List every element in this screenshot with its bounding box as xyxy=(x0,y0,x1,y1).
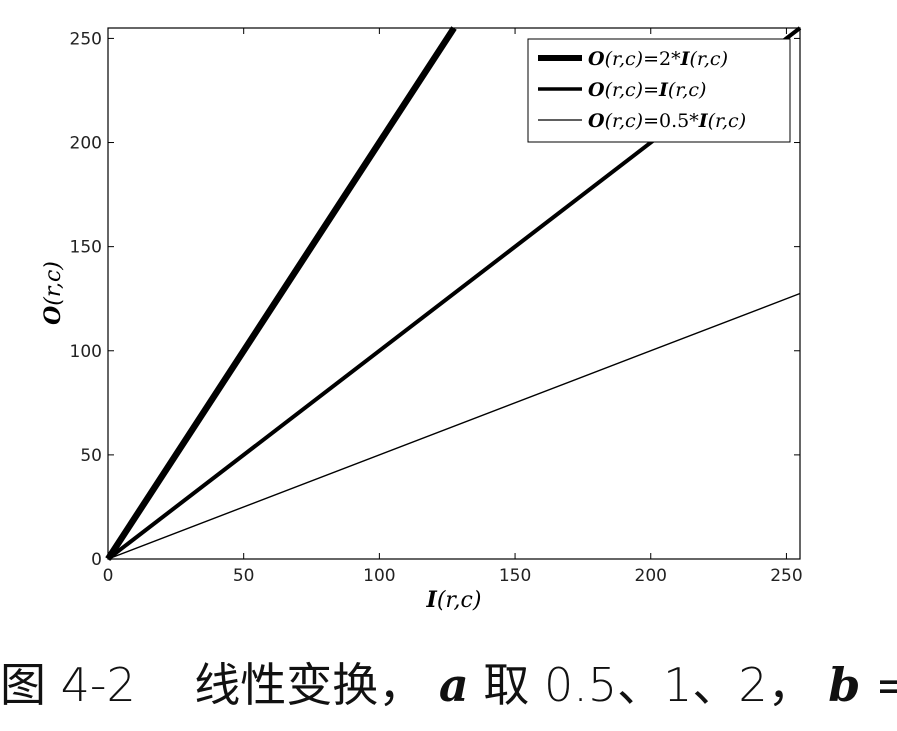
series-line-1 xyxy=(105,26,457,561)
chart: 0 50 100 150 200 250 0 50 100 150 200 250 I(r,c) O(… xyxy=(40,26,803,613)
x-axis-label: I(r,c) xyxy=(426,587,482,613)
legend-label-series-2: O(r,c)=I(r,c) xyxy=(588,79,706,101)
x-tick-label: 250 xyxy=(770,566,802,586)
x-tick-label: 0 xyxy=(103,566,114,586)
y-tick-label: 50 xyxy=(80,446,102,466)
x-tick-label: 50 xyxy=(233,566,255,586)
caption-figure-number: 图 4-2 xyxy=(0,658,136,712)
axis-ticks: 0 50 100 150 200 250 0 50 100 150 200 250 xyxy=(70,28,803,586)
caption-take: 取 xyxy=(483,658,530,712)
y-tick-label: 250 xyxy=(70,29,102,49)
caption-values: 0.5、1、2， xyxy=(543,658,814,712)
series-line-3 xyxy=(107,292,801,560)
plot-frame xyxy=(107,27,801,560)
y-tick-label: 0 xyxy=(91,550,102,570)
caption-text: 线性变换， xyxy=(194,658,425,712)
y-tick-label: 100 xyxy=(70,342,102,362)
caption-a: a xyxy=(438,658,469,712)
y-tick-label: 150 xyxy=(70,238,102,258)
x-tick-label: 150 xyxy=(499,566,531,586)
caption-equals: = 0 xyxy=(875,658,897,712)
x-tick-label: 100 xyxy=(363,566,395,586)
caption-b: b xyxy=(828,658,861,712)
y-axis-label: O(r,c) xyxy=(40,261,66,325)
figure-caption: 图 4-2 线性变换， a 取 0.5、1、2， b = 0 xyxy=(0,645,897,725)
legend-label-series-1: O(r,c)=2*I(r,c) xyxy=(588,48,728,70)
legend-label-series-3: O(r,c)=0.5*I(r,c) xyxy=(588,110,746,132)
y-tick-label: 200 xyxy=(70,134,102,154)
x-tick-label: 200 xyxy=(635,566,667,586)
legend: O(r,c)=2*I(r,c) O(r,c)=I(r,c) O(r,c)=0.5… xyxy=(527,38,791,143)
